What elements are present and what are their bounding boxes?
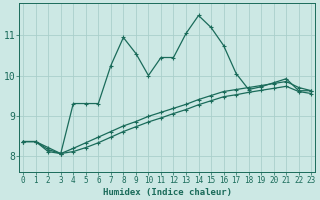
- X-axis label: Humidex (Indice chaleur): Humidex (Indice chaleur): [103, 188, 232, 197]
